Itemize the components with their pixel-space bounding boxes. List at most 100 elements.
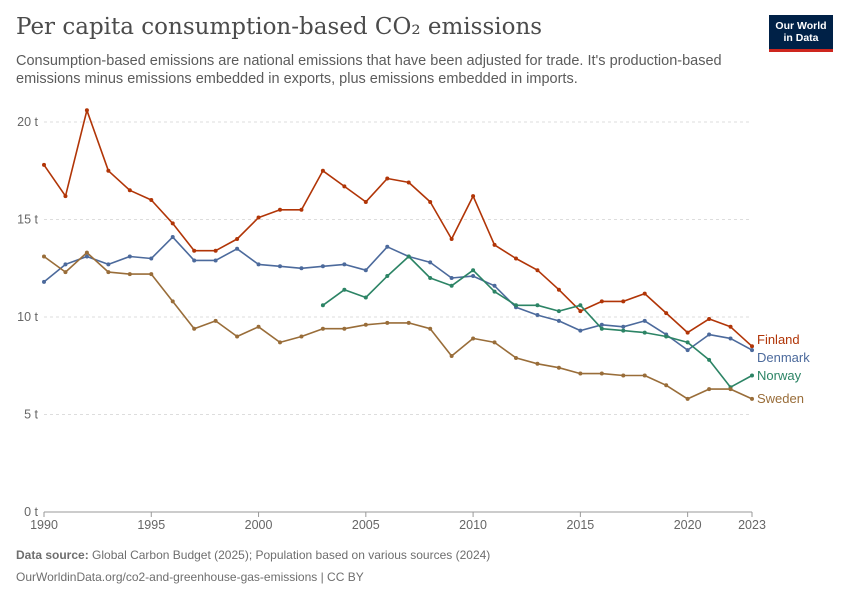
data-point-finland (385, 176, 390, 181)
data-point-finland (213, 248, 218, 253)
data-point-finland (84, 108, 89, 113)
data-point-norway (406, 254, 411, 259)
data-point-sweden (84, 250, 89, 255)
data-point-norway (707, 357, 712, 362)
data-point-sweden (192, 326, 197, 331)
data-point-norway (621, 328, 626, 333)
data-point-denmark (621, 324, 626, 329)
data-point-denmark (278, 264, 282, 269)
data-point-norway (535, 303, 540, 308)
owid-logo[interactable]: Our World in Data (769, 15, 833, 52)
data-point-finland (535, 268, 540, 273)
data-point-sweden (385, 320, 390, 325)
data-point-finland (728, 324, 733, 329)
series-label-finland: Finland (757, 332, 800, 347)
data-point-finland (642, 291, 647, 296)
data-point-finland (621, 299, 626, 304)
x-tick-label: 1995 (137, 518, 165, 532)
series-line-denmark (43, 236, 753, 351)
data-point-finland (299, 207, 304, 212)
data-point-sweden (342, 326, 347, 331)
logo-line-2: in Data (783, 32, 819, 44)
data-point-sweden (213, 318, 218, 323)
data-point-sweden (449, 354, 454, 358)
data-point-denmark (556, 318, 561, 323)
data-point-sweden (278, 340, 282, 345)
data-point-sweden (363, 322, 368, 327)
data-point-sweden (256, 324, 261, 329)
x-tick-label: 2010 (459, 518, 487, 532)
data-source-label: Data source: (16, 548, 89, 562)
data-point-sweden (127, 272, 132, 277)
data-point-finland (578, 309, 583, 314)
data-point-norway (342, 287, 347, 292)
chart-subtitle: Consumption-based emissions are national… (16, 53, 722, 87)
data-point-norway (320, 303, 325, 308)
data-point-denmark (192, 258, 197, 263)
data-point-norway (685, 340, 690, 345)
y-tick-label: 10 t (17, 310, 38, 324)
data-point-denmark (642, 318, 647, 323)
data-point-sweden (599, 371, 604, 376)
data-point-denmark (149, 256, 154, 261)
x-tick-label: 2000 (245, 518, 273, 532)
data-point-denmark (492, 283, 497, 288)
data-point-finland (127, 188, 132, 193)
data-point-sweden (621, 373, 626, 378)
data-point-denmark (106, 262, 111, 267)
data-point-finland (449, 237, 454, 241)
data-point-finland (685, 330, 690, 335)
footer-url[interactable]: OurWorldinData.org/co2-and-greenhouse-ga… (16, 570, 364, 584)
x-tick-label: 2023 (738, 518, 766, 532)
data-point-finland (664, 311, 669, 316)
data-point-sweden (320, 326, 325, 331)
data-point-finland (363, 199, 368, 204)
data-point-sweden (750, 396, 754, 401)
data-point-sweden (299, 334, 304, 339)
series-label-norway: Norway (757, 368, 802, 383)
data-point-denmark (299, 266, 304, 271)
data-point-denmark (127, 254, 132, 259)
data-point-denmark (235, 246, 240, 251)
data-point-denmark (750, 348, 754, 353)
data-point-denmark (599, 322, 604, 327)
data-point-finland (750, 344, 754, 349)
series-line-finland (43, 109, 753, 347)
data-point-finland (235, 237, 240, 241)
data-point-denmark (213, 258, 218, 263)
data-source: Data source: Global Carbon Budget (2025)… (16, 548, 490, 562)
data-point-sweden (728, 387, 733, 392)
data-point-sweden (578, 371, 583, 376)
data-point-finland (320, 168, 325, 173)
data-point-sweden (642, 373, 647, 378)
data-point-denmark (170, 235, 175, 240)
data-point-finland (149, 198, 154, 202)
x-tick-label: 1990 (30, 518, 58, 532)
data-point-norway (514, 303, 518, 308)
data-point-denmark (63, 262, 68, 267)
data-point-finland (63, 194, 68, 199)
data-point-sweden (106, 270, 111, 275)
y-tick-label: 0 t (24, 505, 38, 519)
data-point-denmark (707, 332, 712, 337)
data-point-finland (707, 316, 712, 321)
data-point-sweden (556, 365, 561, 370)
series-label-denmark: Denmark (757, 350, 810, 365)
data-point-denmark (471, 274, 476, 279)
x-tick-label: 2015 (566, 518, 594, 532)
data-point-sweden (471, 336, 476, 341)
y-tick-label: 5 t (24, 408, 38, 422)
data-point-finland (278, 207, 282, 212)
data-point-denmark (578, 328, 583, 333)
data-point-sweden (707, 387, 712, 392)
data-point-finland (471, 194, 476, 199)
data-point-finland (556, 287, 561, 292)
data-point-norway (599, 326, 604, 331)
data-point-sweden (664, 383, 669, 388)
data-point-denmark (363, 268, 368, 273)
data-point-finland (256, 215, 261, 220)
data-source-text: Global Carbon Budget (2025); Population … (92, 548, 491, 562)
data-point-finland (192, 248, 197, 253)
data-point-norway (556, 309, 561, 314)
